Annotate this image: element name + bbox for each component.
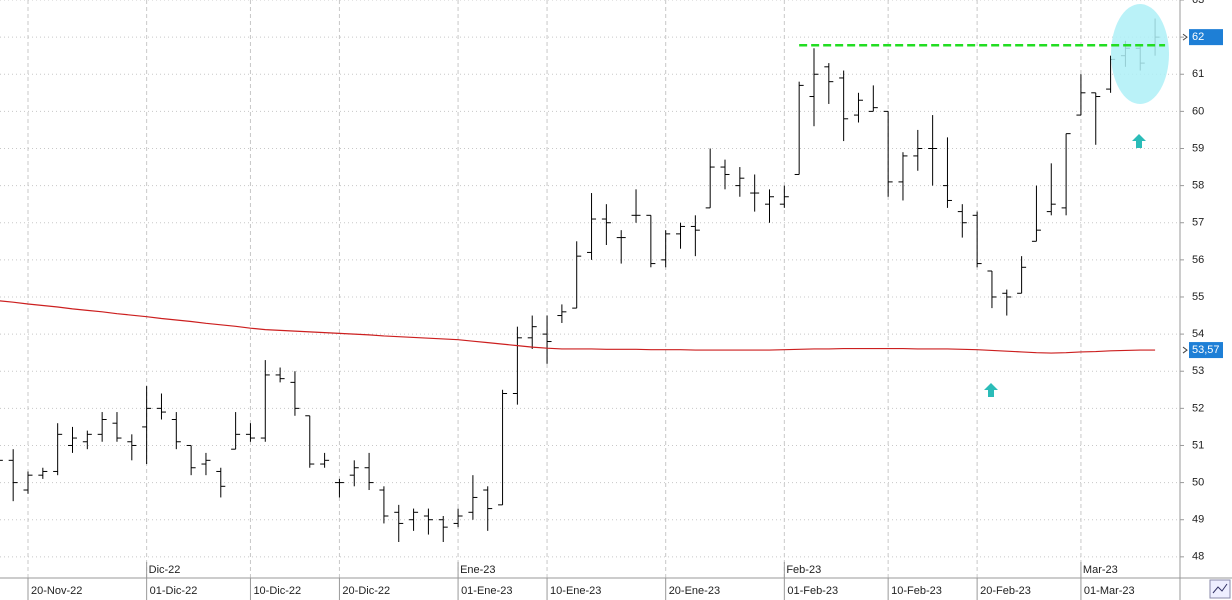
x-tick-label: 01-Dic-22 bbox=[150, 585, 198, 597]
x-tick-label: 20-Ene-23 bbox=[669, 585, 720, 597]
x-tick-label: 20-Nov-22 bbox=[31, 585, 82, 597]
y-tick-label: 54 bbox=[1192, 328, 1204, 340]
y-tick-label: 48 bbox=[1192, 551, 1204, 563]
x-tick-label: 10-Ene-23 bbox=[550, 585, 601, 597]
y-tick-label: 60 bbox=[1192, 105, 1204, 117]
x-tick-label: 10-Feb-23 bbox=[891, 585, 942, 597]
moving-average-line bbox=[0, 300, 1156, 354]
x-tick-label: 20-Dic-22 bbox=[342, 585, 390, 597]
grid: 48 49 50 51 52 53 54 55 56 57 58 59 60 61 62 63 20-Nov-2… bbox=[0, 0, 1204, 600]
y-tick-label: 55 bbox=[1192, 291, 1204, 303]
front: 62 53,57 bbox=[799, 29, 1223, 359]
highlight-ellipse bbox=[1111, 4, 1169, 104]
corner-icon bbox=[1212, 583, 1228, 594]
y-tick-label: 49 bbox=[1192, 514, 1204, 526]
price-label: 62 bbox=[1192, 31, 1204, 43]
price-label: 53,57 bbox=[1192, 344, 1220, 356]
y-tick-label: 56 bbox=[1192, 254, 1204, 266]
x-tick-label: 20-Feb-23 bbox=[980, 585, 1031, 597]
x-tick-label: 01-Ene-23 bbox=[461, 585, 512, 597]
y-tick-label: 52 bbox=[1192, 402, 1204, 414]
up-arrow bbox=[984, 383, 998, 397]
y-tick-label: 59 bbox=[1192, 142, 1204, 154]
marks bbox=[0, 18, 1160, 542]
price-label-box bbox=[1189, 342, 1223, 359]
y-tick-label: 57 bbox=[1192, 217, 1204, 229]
y-tick-label: 53 bbox=[1192, 365, 1204, 377]
x-tick-label: 01-Feb-23 bbox=[787, 585, 838, 597]
month-tick-label: Feb-23 bbox=[786, 564, 821, 576]
up-arrow bbox=[1132, 134, 1146, 148]
price-label-box bbox=[1189, 29, 1223, 46]
price-marker bbox=[1182, 33, 1188, 41]
y-tick-label: 58 bbox=[1192, 180, 1204, 192]
x-tick-label: 10-Dic-22 bbox=[253, 585, 301, 597]
price-marker bbox=[1182, 346, 1188, 354]
y-tick-label: 63 bbox=[1192, 0, 1204, 6]
month-tick-label: Ene-23 bbox=[460, 564, 495, 576]
x-tick-label: 01-Mar-23 bbox=[1084, 585, 1135, 597]
month-tick-label: Mar-23 bbox=[1083, 564, 1118, 576]
month-tick-label: Dic-22 bbox=[149, 564, 181, 576]
y-tick-label: 51 bbox=[1192, 439, 1204, 451]
y-tick-label: 50 bbox=[1192, 477, 1204, 489]
y-tick-label: 61 bbox=[1192, 68, 1204, 80]
